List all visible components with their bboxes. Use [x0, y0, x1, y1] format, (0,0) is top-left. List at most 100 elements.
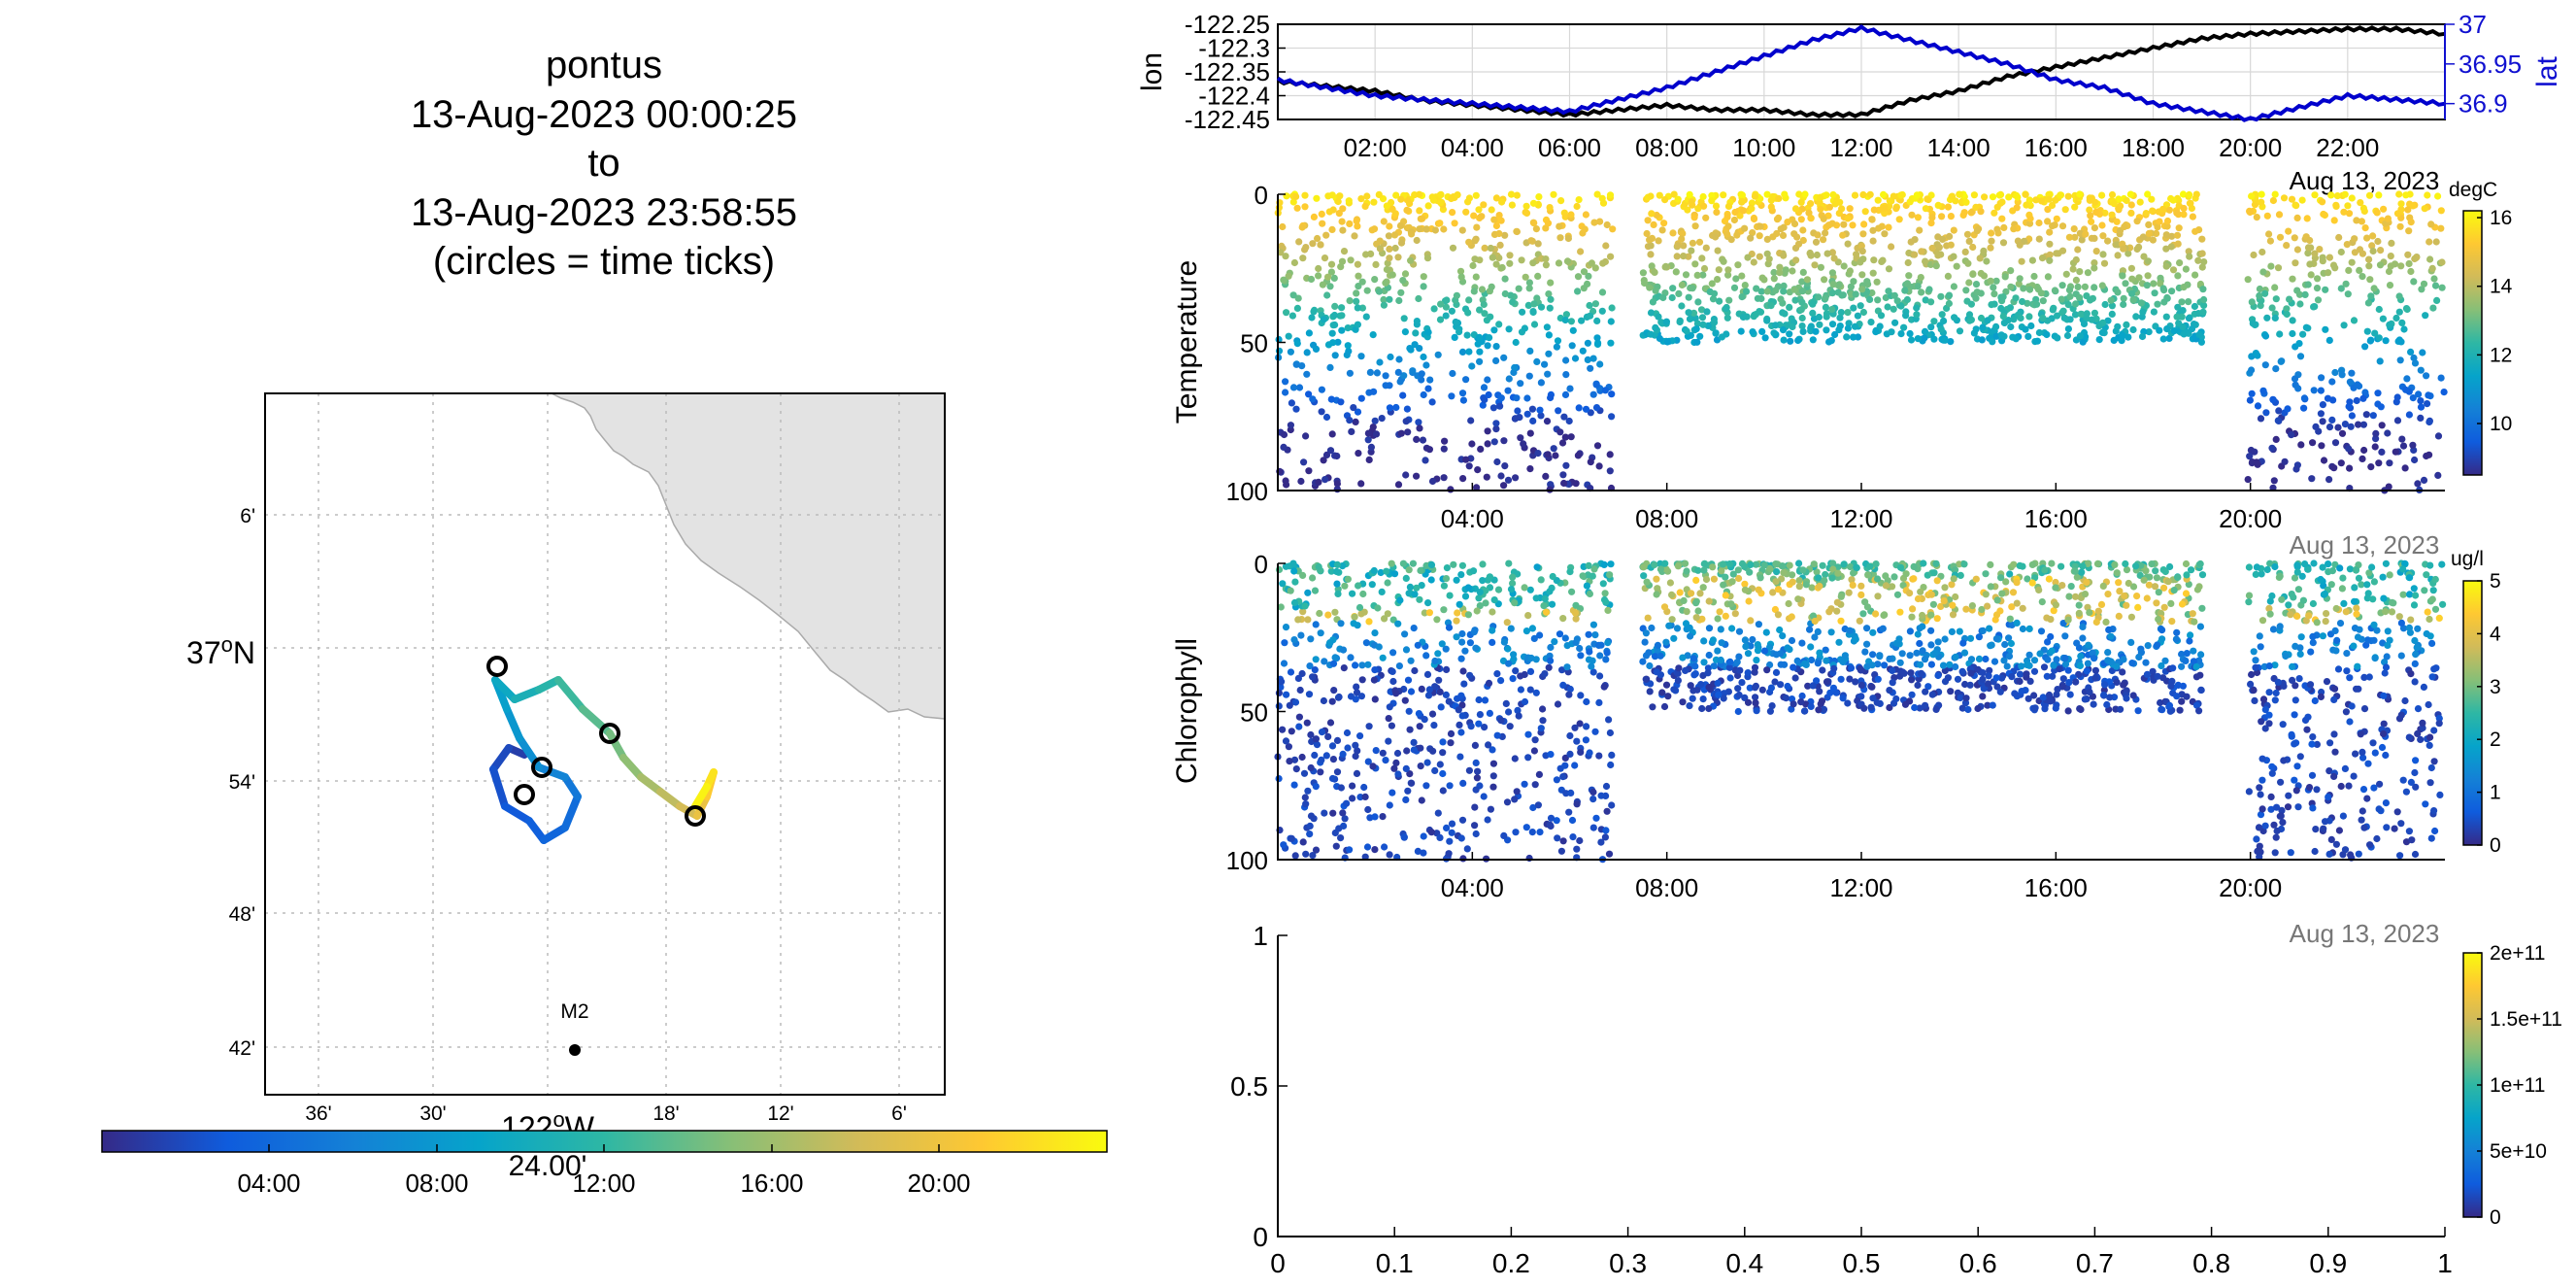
data-point — [1988, 237, 1995, 245]
data-point — [2309, 733, 2317, 741]
data-point — [2342, 708, 2350, 716]
data-point — [1529, 308, 1537, 316]
data-point — [2041, 701, 2049, 709]
data-point — [2092, 618, 2100, 627]
data-point — [1572, 601, 1580, 609]
data-point — [1440, 225, 1448, 233]
data-point — [1463, 845, 1471, 853]
data-point — [2000, 319, 2009, 326]
data-point — [1813, 568, 1821, 576]
data-point — [1927, 323, 1935, 331]
data-point — [1471, 803, 1479, 811]
data-point — [2172, 635, 2180, 643]
data-point — [2434, 471, 2442, 479]
data-point — [1559, 837, 1567, 845]
data-point — [1822, 570, 1829, 579]
data-point — [2407, 348, 2415, 356]
data-point — [1378, 415, 1386, 423]
data-point — [2350, 642, 2358, 650]
data-point — [1404, 676, 1413, 684]
data-point — [2410, 354, 2418, 362]
data-point — [2420, 280, 2428, 288]
data-point — [2151, 583, 2159, 591]
data-point — [2344, 290, 2352, 298]
data-point — [2359, 748, 2366, 757]
degree-symbol: o — [221, 632, 233, 657]
data-point — [1821, 576, 1828, 585]
data-point — [1643, 578, 1651, 586]
data-point — [1372, 430, 1381, 438]
data-point — [1586, 749, 1593, 757]
data-point — [1582, 405, 1590, 413]
data-point — [2046, 228, 2054, 236]
data-point — [2375, 191, 2383, 199]
data-point — [2160, 603, 2168, 611]
map-lon-tick: 36' — [305, 1102, 331, 1125]
data-point — [2087, 212, 2094, 220]
data-point — [2396, 356, 2404, 364]
data-point — [1434, 809, 1442, 817]
data-point — [2411, 456, 2419, 464]
data-point — [1507, 291, 1515, 299]
data-point — [1462, 456, 1470, 463]
data-point — [1482, 599, 1489, 607]
data-point — [1501, 275, 1509, 283]
data-point — [2331, 368, 2339, 377]
data-point — [1558, 666, 1566, 674]
data-point — [2108, 211, 2116, 219]
time-tick-label: 20:00 — [2219, 133, 2282, 162]
data-point — [1967, 316, 1975, 323]
data-point — [2193, 586, 2201, 593]
data-point — [2251, 696, 2258, 705]
data-point — [2043, 672, 2051, 680]
data-point — [1730, 216, 1738, 224]
data-point — [2079, 634, 2087, 642]
track-segment — [656, 788, 684, 810]
data-point — [1840, 560, 1848, 568]
data-point — [2200, 295, 2208, 304]
data-point — [2336, 564, 2344, 572]
data-point — [2097, 600, 2106, 609]
lat-series-line — [1276, 24, 2446, 122]
data-point — [1970, 191, 1978, 199]
data-point — [2135, 243, 2143, 251]
data-point — [1317, 629, 1324, 637]
data-point — [1500, 638, 1508, 646]
data-point — [1419, 215, 1426, 222]
data-point — [1349, 590, 1356, 597]
data-point — [1772, 322, 1780, 329]
data-point — [1872, 560, 1880, 568]
data-point — [1892, 205, 1900, 213]
data-point — [1967, 669, 1975, 677]
data-point — [1782, 695, 1790, 702]
data-point — [1668, 293, 1676, 302]
data-point — [1655, 237, 1662, 245]
data-point — [2425, 615, 2433, 624]
data-point — [1578, 317, 1586, 324]
data-point — [2285, 227, 2292, 235]
data-point — [2046, 251, 2054, 258]
data-point — [1533, 357, 1541, 365]
data-point — [1705, 597, 1713, 605]
data-point — [2048, 647, 2056, 655]
data-point — [1686, 624, 1693, 632]
data-point — [2159, 205, 2167, 213]
data-point — [1333, 567, 1341, 576]
data-point — [2299, 330, 2307, 338]
data-point — [1422, 444, 1430, 452]
data-point — [2374, 390, 2382, 397]
data-point — [2388, 608, 2396, 616]
data-point — [2178, 600, 2187, 608]
data-point — [2353, 610, 2360, 618]
temperature-scatter — [1274, 190, 2448, 494]
data-point — [1413, 472, 1421, 480]
data-point — [1988, 301, 1995, 309]
data-point — [1472, 644, 1480, 652]
data-point — [1277, 683, 1285, 692]
data-point — [1588, 259, 1595, 267]
data-point — [1318, 386, 1325, 393]
data-point — [1828, 289, 1836, 297]
data-point — [2185, 248, 2192, 255]
data-point — [1774, 586, 1783, 593]
data-point — [1328, 430, 1336, 438]
